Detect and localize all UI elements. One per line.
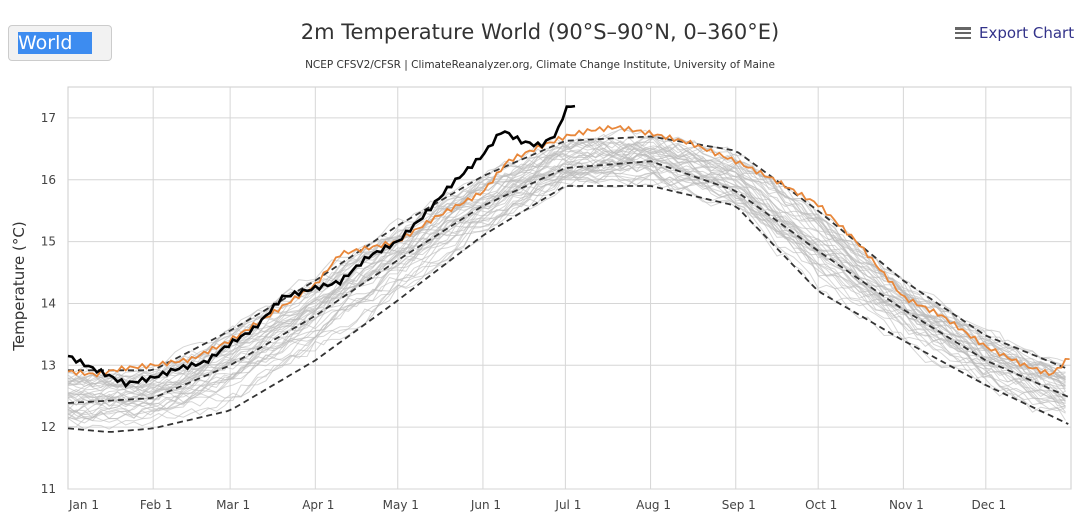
series-mean [67, 160, 1069, 404]
series-orange-year [67, 124, 1070, 378]
x-tick-label: Aug 1 [636, 498, 671, 512]
region-select[interactable]: World [8, 25, 112, 61]
y-axis-label: Temperature (°C) [10, 221, 28, 351]
series-current-year [67, 104, 576, 389]
chart-title: 2m Temperature World (90°S–90°N, 0–360°E… [300, 20, 780, 44]
x-tick-label: Dec 1 [971, 498, 1006, 512]
ensemble-line [67, 147, 1066, 405]
ensemble-line [67, 154, 1066, 406]
y-tick-label: 17 [41, 111, 56, 125]
x-tick-label: May 1 [383, 498, 419, 512]
ensemble-line [67, 136, 1066, 383]
x-tick-label: Oct 1 [805, 498, 837, 512]
export-chart-button[interactable]: Export Chart [955, 24, 1074, 42]
hamburger-menu-icon [955, 27, 971, 39]
ensemble-line [67, 159, 1066, 416]
x-tick-label: Mar 1 [216, 498, 250, 512]
ensemble-line [67, 149, 1066, 412]
ensemble-line [67, 149, 1066, 406]
x-tick-label: Apr 1 [302, 498, 334, 512]
x-tick-label: Jan 1 [68, 498, 99, 512]
ensemble-line [67, 159, 1066, 413]
x-tick-label: Jun 1 [470, 498, 501, 512]
export-chart-label: Export Chart [979, 24, 1075, 42]
x-tick-label: Jul 1 [554, 498, 581, 512]
y-tick-label: 15 [41, 235, 56, 249]
ensemble-line [67, 154, 1066, 405]
ensemble-line [67, 137, 1066, 385]
ensemble-line [67, 175, 1066, 424]
x-tick-label: Feb 1 [140, 498, 173, 512]
y-tick-label: 12 [41, 420, 56, 434]
ensemble-line [67, 141, 1066, 396]
chart-subtitle: NCEP CFSV2/CFSR | ClimateReanalyzer.org,… [305, 59, 775, 71]
y-tick-label: 14 [41, 296, 56, 310]
series-minus-2-sigma [67, 185, 1069, 433]
y-tick-label: 13 [41, 358, 56, 372]
y-tick-label: 16 [41, 173, 56, 187]
ensemble-line [67, 172, 1066, 430]
ensemble-line [67, 138, 1066, 390]
region-select-value: World [18, 32, 93, 54]
ensemble-line [67, 164, 1066, 420]
x-tick-label: Nov 1 [889, 498, 924, 512]
y-tick-label: 11 [41, 482, 56, 496]
series-plus-2-sigma [68, 135, 1069, 372]
ensemble-line [67, 158, 1066, 413]
x-tick-label: Sep 1 [722, 498, 756, 512]
